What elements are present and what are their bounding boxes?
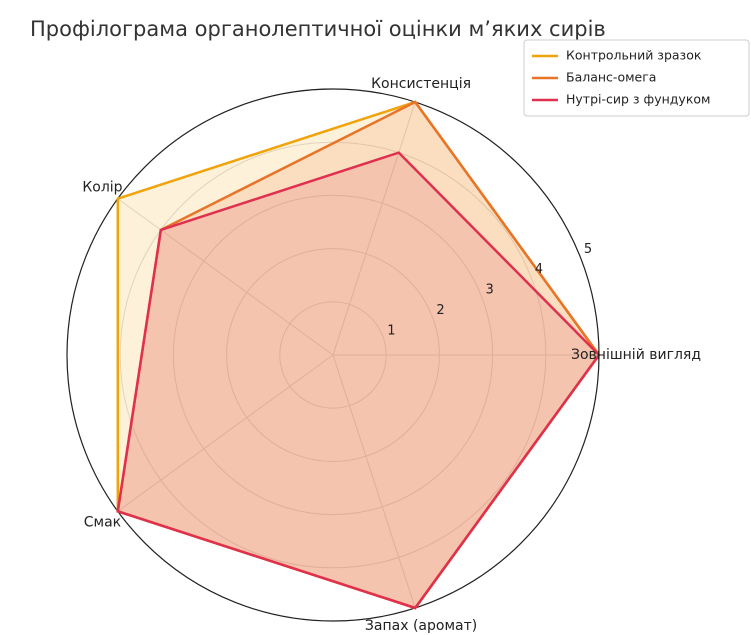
series-area	[117, 102, 599, 608]
r-tick-label: 5	[584, 242, 592, 257]
series-area	[117, 152, 599, 608]
r-tick-label: 1	[387, 323, 395, 338]
axis-label: Консистенція	[371, 76, 471, 92]
legend-label: Баланс-омега	[566, 70, 656, 85]
axis-label: Колір	[82, 179, 122, 195]
r-tick-label: 4	[535, 262, 543, 277]
spoke	[332, 354, 416, 609]
series-area	[117, 102, 599, 608]
chart-title: Профілограма органолептичної оцінки м’як…	[30, 17, 606, 41]
spoke	[117, 354, 334, 512]
axis-label: Зовнішній вигляд	[571, 347, 701, 363]
legend-label: Контрольний зразок	[566, 48, 702, 63]
legend-box	[523, 39, 750, 117]
spoke	[332, 101, 416, 356]
spoke	[117, 198, 334, 356]
r-tick-label: 2	[436, 303, 444, 318]
axis-label: Смак	[84, 515, 121, 531]
legend-label: Нутрі-сир з фундуком	[566, 92, 710, 107]
axis-label: Запах (аромат)	[365, 618, 477, 634]
series-line	[116, 151, 601, 610]
r-tick-label: 3	[486, 283, 494, 298]
